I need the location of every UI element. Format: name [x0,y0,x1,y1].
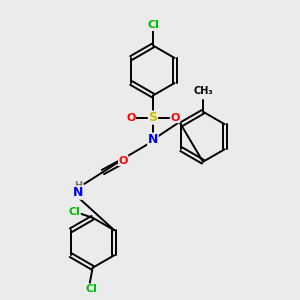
Text: N: N [73,186,83,199]
Text: H: H [74,181,82,191]
Text: O: O [170,112,180,123]
Text: O: O [126,112,136,123]
Text: Cl: Cl [147,20,159,30]
Text: CH₃: CH₃ [193,85,213,95]
Text: S: S [148,111,158,124]
Text: Cl: Cl [85,284,97,294]
Text: Cl: Cl [68,207,80,217]
Text: O: O [118,156,128,166]
Text: N: N [148,133,158,146]
